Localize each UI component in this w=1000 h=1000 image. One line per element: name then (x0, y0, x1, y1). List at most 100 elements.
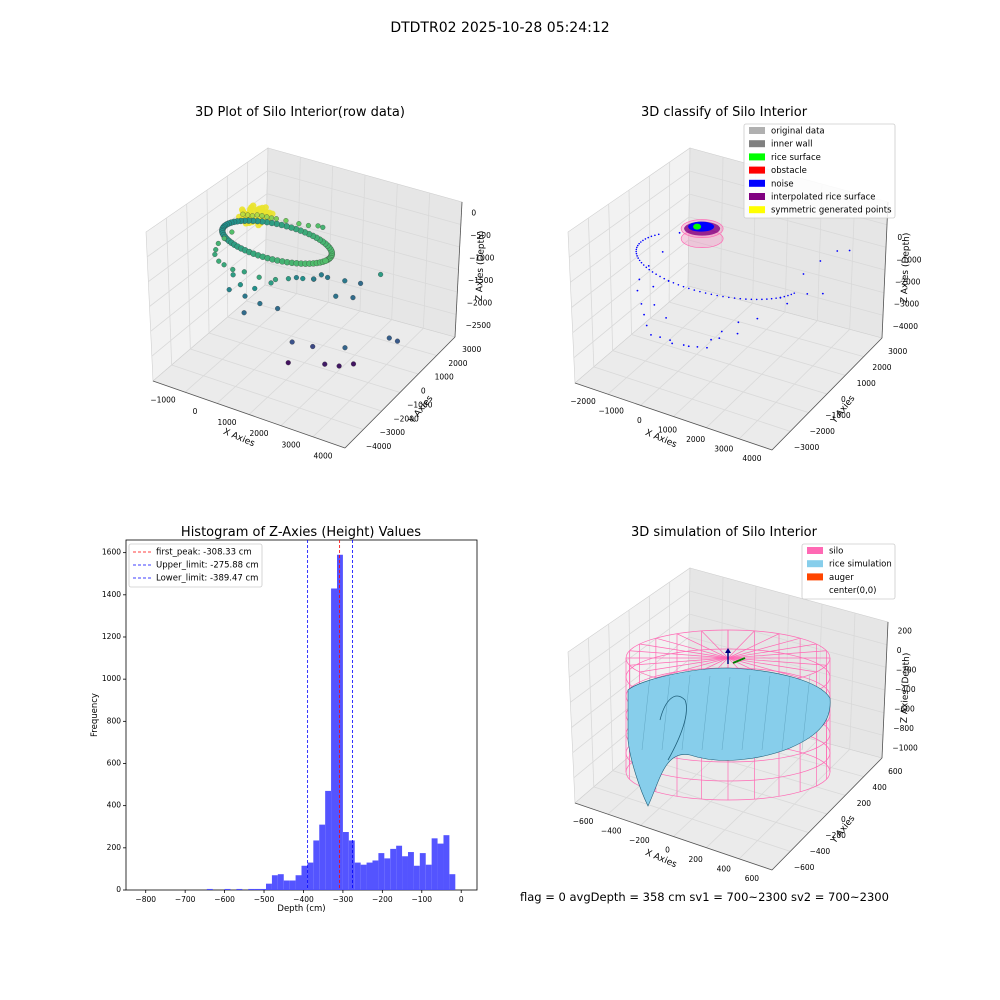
classify-x-tick-label: −2000 (570, 397, 596, 406)
classify-z-tick-label: −3000 (894, 300, 920, 309)
histogram-legend: first_peak: -308.33 cm Upper_limit: -275.… (128, 543, 263, 588)
histogram-bar (325, 790, 332, 890)
y-tick-label: 1200 (102, 632, 121, 641)
noise-point (645, 324, 648, 327)
raw-z-tick-label: −2500 (466, 321, 492, 330)
noise-point (640, 302, 643, 305)
raw-data-point (249, 202, 257, 209)
sim-y-tick-label: 400 (872, 783, 887, 792)
raw-z-tick-label: −1500 (468, 276, 494, 285)
noise-point (651, 271, 654, 273)
silo-roof-line (727, 633, 780, 659)
legend-label: center(0,0) (829, 586, 877, 596)
legend-label: rice surface (771, 153, 821, 163)
classify-z-axis-line (881, 201, 889, 339)
noise-point (663, 277, 666, 280)
noise-point (728, 296, 730, 299)
y-tick-label: 600 (107, 758, 122, 767)
raw-data-point (394, 338, 400, 344)
y-tick-label: 1400 (102, 590, 121, 599)
sim-y-tick-label: 200 (857, 799, 872, 808)
raw-y-tick-label: 2000 (448, 359, 467, 368)
noise-point (682, 344, 685, 346)
raw-gridline (146, 170, 461, 258)
raw-data-point (221, 262, 227, 268)
histogram-bar (342, 832, 349, 890)
x-tick-label: −800 (135, 895, 156, 904)
classify-x-tick-label: 2000 (686, 435, 705, 444)
noise-point (806, 292, 809, 295)
sim-gridline (568, 590, 888, 678)
legend-label: inner wall (771, 140, 812, 150)
silo-roof-line (727, 657, 817, 673)
raw-data-point (241, 310, 247, 316)
histogram-bar (372, 860, 379, 890)
raw-y-tick-label: −3000 (380, 428, 406, 437)
noise-point (821, 292, 824, 295)
legend-swatch (749, 127, 765, 134)
noise-point (635, 250, 637, 253)
raw-data-point (358, 280, 364, 286)
classify-y-tick-label: 3000 (888, 347, 907, 356)
raw-x-tick-label: −1000 (150, 396, 176, 405)
legend-swatch (749, 206, 765, 214)
raw-data-point (386, 335, 392, 341)
histogram-bar (425, 864, 432, 890)
rice-mesh-line (641, 675, 651, 751)
raw-z-tick-label: −1000 (469, 253, 495, 262)
noise-point (688, 287, 690, 290)
histogram-bar (283, 880, 290, 890)
x-tick-label: 0 (459, 895, 464, 904)
histogram-bar (419, 853, 426, 890)
histogram-bar (443, 835, 450, 890)
rice-surface (627, 667, 831, 807)
raw-data-point (311, 276, 317, 282)
raw-data-point (229, 229, 235, 235)
classify-y-tick-label: −1000 (825, 411, 851, 420)
noise-point (716, 294, 718, 297)
histogram-bar (366, 862, 373, 890)
simulation-plot-title: 3D simulation of Silo Interior (631, 525, 818, 540)
sim-x-tick-label: 200 (688, 855, 703, 864)
noise-point (766, 298, 768, 300)
noise-point (642, 239, 644, 242)
raw-data-point (230, 266, 236, 273)
silo-roof-line (655, 637, 729, 659)
noise-point (644, 238, 647, 240)
silo-roof-line (676, 633, 729, 659)
noise-point (667, 279, 670, 282)
histogram-bar (384, 858, 391, 890)
noise-point (710, 338, 712, 341)
raw-data-point (350, 361, 357, 367)
raw-data-point (325, 274, 331, 281)
noise-point (671, 342, 674, 345)
silo-roof-line (727, 657, 801, 679)
silo-roof-line (701, 630, 729, 659)
noise-point (739, 297, 742, 300)
legend-label: Lower_limit: -389.47 cm (156, 574, 258, 584)
classify-y-tick-label: 1000 (857, 379, 876, 388)
sim-gridline (570, 613, 887, 703)
raw-data-point (239, 206, 246, 213)
raw-data-point (240, 211, 246, 217)
sim-x-tick-label: 0 (665, 846, 670, 855)
sim-x-tick-label: 400 (717, 865, 732, 874)
raw-data-point (300, 276, 306, 282)
legend-label: noise (771, 179, 794, 189)
noise-point (669, 339, 671, 342)
sim-z-axis-label: Z Axies (Depth) (900, 653, 912, 724)
raw-y-tick-label: −4000 (366, 442, 392, 451)
histogram-bar (378, 853, 385, 890)
sim-y-tick-label: 0 (841, 815, 846, 824)
raw-data-point (268, 280, 274, 286)
noise-point (665, 317, 667, 319)
raw-data-point (242, 293, 248, 299)
noise-point (720, 330, 723, 333)
raw-data-point (275, 305, 281, 312)
raw-data-point (259, 213, 265, 219)
x-tick-label: −500 (254, 895, 275, 904)
noise-point (672, 282, 675, 284)
raw-scatter-points (212, 211, 400, 369)
classify-x-tick-label: 1000 (658, 426, 677, 435)
